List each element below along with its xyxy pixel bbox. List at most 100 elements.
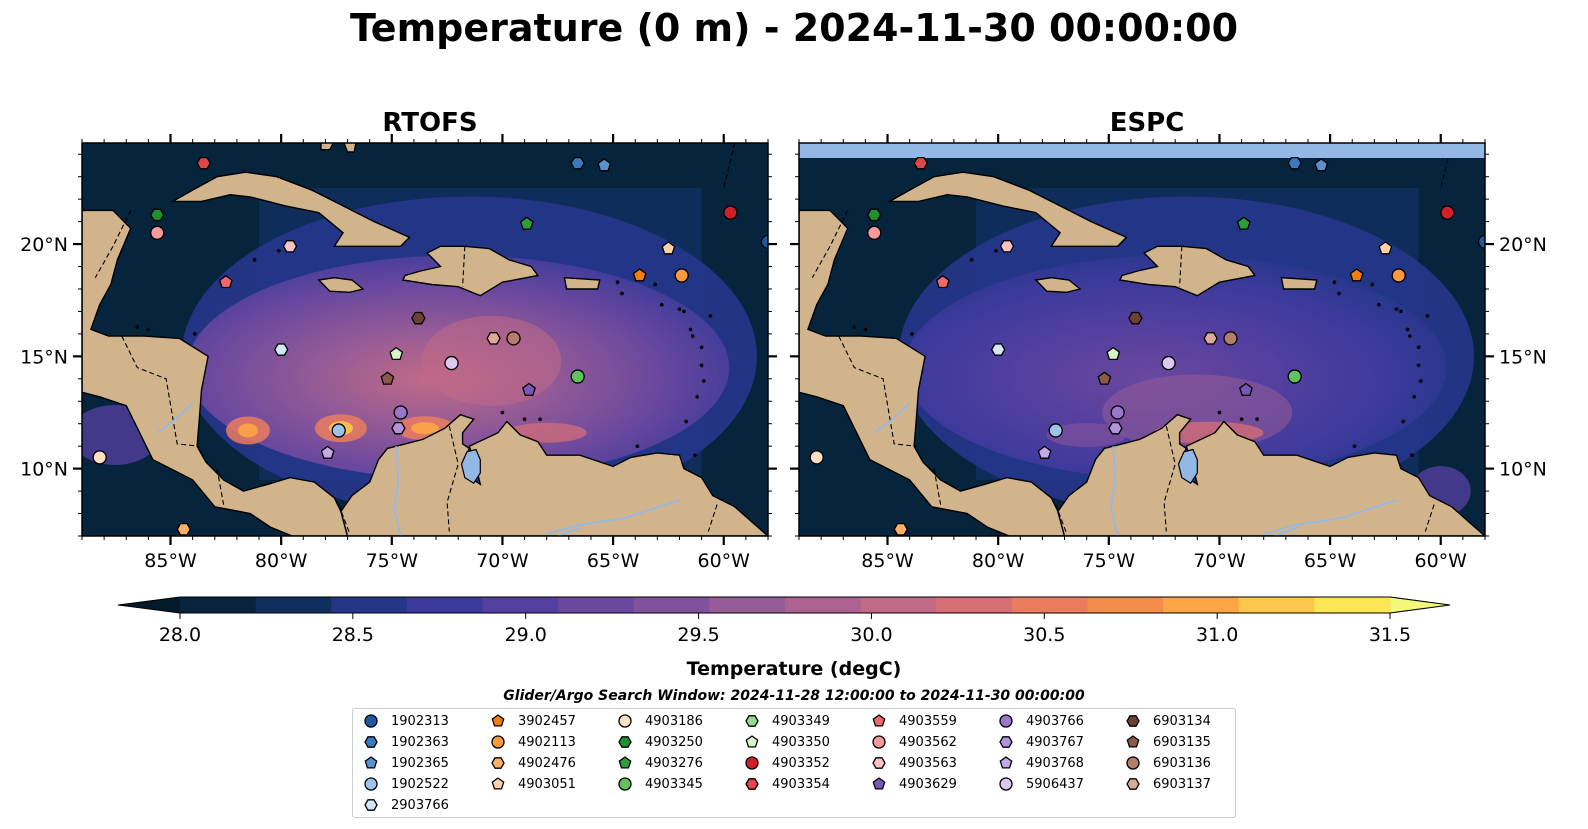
float-1902313[interactable] <box>760 234 775 249</box>
float-4903354[interactable] <box>196 156 211 170</box>
float-4903186[interactable] <box>92 450 107 465</box>
float-2903766[interactable] <box>990 343 1006 356</box>
float-4903350[interactable] <box>389 346 404 361</box>
float-4903563[interactable] <box>282 240 298 253</box>
country-border <box>838 335 917 447</box>
float-2903766[interactable] <box>273 343 289 356</box>
legend-marker-4903051[interactable] <box>491 777 505 790</box>
legend-marker-4903354[interactable] <box>745 778 759 790</box>
legend-marker-4903559[interactable] <box>872 714 886 727</box>
float-4903767[interactable] <box>391 421 406 435</box>
float-4903766[interactable] <box>1110 405 1125 420</box>
float-4903629[interactable] <box>1239 382 1253 396</box>
float-4903768[interactable] <box>320 445 335 459</box>
float-4903345[interactable] <box>1287 369 1302 384</box>
float-6903136[interactable] <box>1223 331 1238 346</box>
float-4903354[interactable] <box>913 156 928 170</box>
legend-marker-3902457[interactable] <box>491 714 505 727</box>
legend-marker-4903629[interactable] <box>872 777 886 790</box>
float-1902522[interactable] <box>331 423 346 438</box>
float-4903562[interactable] <box>150 225 165 240</box>
legend-marker-1902313[interactable] <box>364 714 378 728</box>
legend-label: 1902365 <box>391 755 449 771</box>
float-4903350[interactable] <box>1106 346 1121 361</box>
float-4903051[interactable] <box>1378 241 1393 255</box>
float-6903134[interactable] <box>1128 311 1143 325</box>
float-1902522[interactable] <box>1048 423 1063 438</box>
float-4903766[interactable] <box>393 405 408 420</box>
legend-marker-icon <box>364 756 378 769</box>
legend-marker-4903768[interactable] <box>999 756 1013 769</box>
float-4903562[interactable] <box>867 225 882 240</box>
legend-marker-icon <box>618 756 632 769</box>
float-4902476[interactable] <box>893 522 909 536</box>
float-3902457[interactable] <box>1349 268 1364 282</box>
float-6903135[interactable] <box>1097 371 1112 385</box>
colorbar-segment <box>633 597 710 613</box>
float-4903276[interactable] <box>1236 216 1251 230</box>
float-4903559[interactable] <box>218 274 233 289</box>
float-6903137[interactable] <box>1203 332 1218 345</box>
float-1902313[interactable] <box>1477 234 1492 249</box>
float-4903250[interactable] <box>866 208 882 222</box>
legend-marker-6903136[interactable] <box>1126 756 1140 770</box>
float-4903345[interactable] <box>570 369 585 384</box>
island-dot <box>699 345 704 350</box>
legend-marker-4903562[interactable] <box>872 735 886 749</box>
island-dot <box>615 280 620 285</box>
lat-tick-label: 20°N <box>1499 234 1547 256</box>
float-4903768[interactable] <box>1037 445 1052 459</box>
float-4902113[interactable] <box>674 268 689 283</box>
map-panel-espc[interactable]: 85°W 80°W 75°W 70°W 65°W 60°W 10°N 15°N 20°N <box>790 134 1547 572</box>
float-4903629[interactable] <box>522 382 536 396</box>
country-border <box>811 210 849 278</box>
float-6903137[interactable] <box>486 332 501 345</box>
legend-marker-1902363[interactable] <box>364 736 378 748</box>
float-4902113[interactable] <box>1391 268 1406 283</box>
legend-marker-4903186[interactable] <box>618 714 632 728</box>
legend-marker-4903563[interactable] <box>872 757 886 769</box>
float-6903136[interactable] <box>506 331 521 346</box>
float-4903767[interactable] <box>1108 421 1123 435</box>
island-dot <box>1401 419 1405 424</box>
legend-marker-icon <box>872 714 886 727</box>
float-1902365[interactable] <box>1314 158 1329 172</box>
legend-marker-6903135[interactable] <box>1126 735 1140 748</box>
float-5906437[interactable] <box>1161 355 1176 371</box>
legend-marker-4903352[interactable] <box>745 756 759 770</box>
float-6903134[interactable] <box>411 311 426 325</box>
legend-marker-4903766[interactable] <box>999 714 1013 728</box>
island-dot <box>522 417 527 422</box>
legend-marker-1902522[interactable] <box>364 777 378 791</box>
float-4903186[interactable] <box>809 450 824 465</box>
legend-marker-4903350[interactable] <box>745 735 759 748</box>
country-border <box>1055 504 1068 534</box>
legend-marker-1902365[interactable] <box>364 756 378 769</box>
float-4902476[interactable] <box>176 522 192 536</box>
float-4903051[interactable] <box>661 241 676 255</box>
float-1902363[interactable] <box>1287 156 1302 170</box>
float-4903563[interactable] <box>999 240 1015 253</box>
map-panel-rtofs[interactable]: 85°W 80°W 75°W 70°W 65°W 60°W 10°N 15°N 20°N <box>20 134 777 572</box>
float-4903352[interactable] <box>1440 205 1455 220</box>
float-6903135[interactable] <box>380 371 395 385</box>
legend-marker-4902113[interactable] <box>491 735 505 749</box>
legend-marker-6903134[interactable] <box>1126 715 1140 727</box>
legend-marker-4903250[interactable] <box>618 736 632 748</box>
float-4903559[interactable] <box>935 274 950 289</box>
legend-marker-6903137[interactable] <box>1126 778 1140 790</box>
legend-marker-5906437[interactable] <box>999 777 1013 791</box>
float-5906437[interactable] <box>444 355 459 371</box>
float-3902457[interactable] <box>632 268 647 282</box>
float-4903276[interactable] <box>519 216 534 230</box>
float-4903352[interactable] <box>723 205 738 220</box>
float-4903250[interactable] <box>149 208 165 222</box>
legend-marker-2903766[interactable] <box>364 799 378 811</box>
legend-marker-4903345[interactable] <box>618 777 632 791</box>
legend-marker-4902476[interactable] <box>491 757 505 769</box>
legend-marker-4903276[interactable] <box>618 756 632 769</box>
legend-marker-4903767[interactable] <box>999 736 1013 748</box>
legend-marker-4903349[interactable] <box>745 715 759 727</box>
float-1902365[interactable] <box>597 158 612 172</box>
float-1902363[interactable] <box>570 156 585 170</box>
